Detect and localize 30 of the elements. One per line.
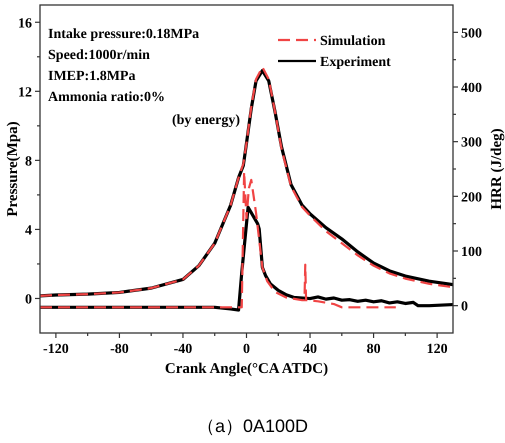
- x-tick-label: -120: [43, 342, 69, 357]
- y2-tick-label: 200: [461, 190, 482, 206]
- y-tick-label: 12: [18, 85, 32, 100]
- annotation: Ammonia ratio:0%: [48, 90, 166, 105]
- x-tick-label: 80: [366, 342, 381, 357]
- y2-tick-label: 300: [461, 136, 482, 151]
- y2-tick-label: 0: [461, 300, 468, 315]
- annotation: (by energy): [172, 113, 240, 128]
- y2-axis-title: HRR (J/deg): [489, 128, 505, 210]
- x-tick-label: 120: [426, 342, 448, 357]
- y2-tick-label: 500: [461, 26, 482, 42]
- x-tick-label: -80: [110, 342, 129, 357]
- annotation: Speed:1000r/min: [48, 48, 150, 63]
- y2-tick-label: 100: [461, 245, 482, 260]
- text: （a）0A100D: [196, 416, 308, 436]
- x-axis-title: Crank Angle(°CA ATDC): [164, 361, 328, 377]
- y-tick-label: 0: [25, 292, 32, 308]
- annotation: Intake pressure:0.18MPa: [48, 27, 200, 42]
- legend-label: Experiment: [320, 55, 392, 70]
- x-tick-label: 40: [303, 342, 318, 357]
- y2-tick-label: 400: [461, 81, 482, 96]
- line-series: [40, 170, 397, 308]
- annotation: IMEP:1.8MPa: [48, 69, 136, 84]
- y-axis-title: Pressure(Mpa): [5, 121, 21, 217]
- x-tick-label: -40: [174, 342, 192, 357]
- y-tick-label: 16: [18, 16, 32, 32]
- y-tick-label: 8: [25, 154, 32, 170]
- legend-label: Simulation: [320, 34, 386, 49]
- x-tick-label: 0: [243, 342, 250, 357]
- y-tick-label: 4: [25, 223, 32, 238]
